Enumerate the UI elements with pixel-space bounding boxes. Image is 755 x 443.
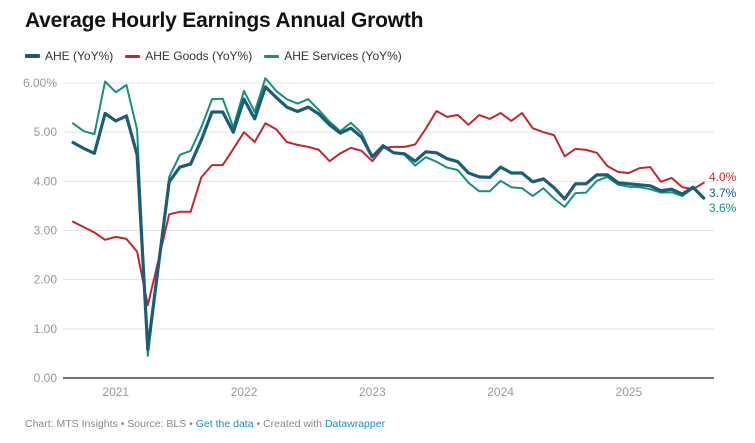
legend-label-goods: AHE Goods (YoY%) xyxy=(145,49,253,63)
x-tick-label: 2023 xyxy=(359,385,386,399)
legend-item-ahe: AHE (YoY%) xyxy=(25,49,113,63)
legend-item-goods: AHE Goods (YoY%) xyxy=(125,49,252,63)
footer-source: Source: BLS xyxy=(127,418,187,430)
footer-separator: • xyxy=(186,418,196,430)
y-tick-label: 0.00 xyxy=(34,371,58,385)
end-label-goods: 4.0% xyxy=(709,170,737,184)
get-the-data-link[interactable]: Get the data xyxy=(195,418,254,430)
legend-swatch-ahe xyxy=(25,54,40,58)
y-tick-label: 1.00 xyxy=(34,322,58,336)
end-label-services: 3.6% xyxy=(709,201,737,215)
chart-title: Average Hourly Earnings Annual Growth xyxy=(25,9,424,32)
legend-item-services: AHE Services (YoY%) xyxy=(264,49,402,63)
x-tick-label: 2025 xyxy=(616,385,643,399)
legend-swatch-goods xyxy=(125,54,141,58)
y-tick-label: 2.00 xyxy=(34,273,58,287)
x-tick-label: 2021 xyxy=(102,385,129,399)
footer-created-with: Created with xyxy=(263,418,325,430)
legend-swatch-services xyxy=(264,54,280,58)
y-tick-label: 6.00% xyxy=(23,76,57,90)
y-tick-label: 3.00 xyxy=(34,224,58,238)
y-tick-label: 4.00 xyxy=(34,174,58,188)
x-tick-label: 2024 xyxy=(487,385,514,399)
legend: AHE (YoY%) AHE Goods (YoY%) AHE Services… xyxy=(25,49,402,63)
series-line-ahe xyxy=(71,85,706,352)
series-line-goods xyxy=(72,110,705,307)
footer-chart-credit: Chart: MTS Insights xyxy=(25,418,118,430)
x-tick-label: 2022 xyxy=(231,385,258,399)
end-label-ahe: 3.7% xyxy=(709,186,737,200)
footer-separator: • xyxy=(117,418,128,430)
legend-label-ahe: AHE (YoY%) xyxy=(45,49,114,63)
footer-separator: • xyxy=(253,418,264,430)
legend-label-services: AHE Services (YoY%) xyxy=(284,49,402,63)
y-tick-label: 5.00 xyxy=(34,125,58,139)
chart-footer: Chart: MTS Insights • Source: BLS • Get … xyxy=(25,418,385,430)
datawrapper-link[interactable]: Datawrapper xyxy=(324,418,386,430)
